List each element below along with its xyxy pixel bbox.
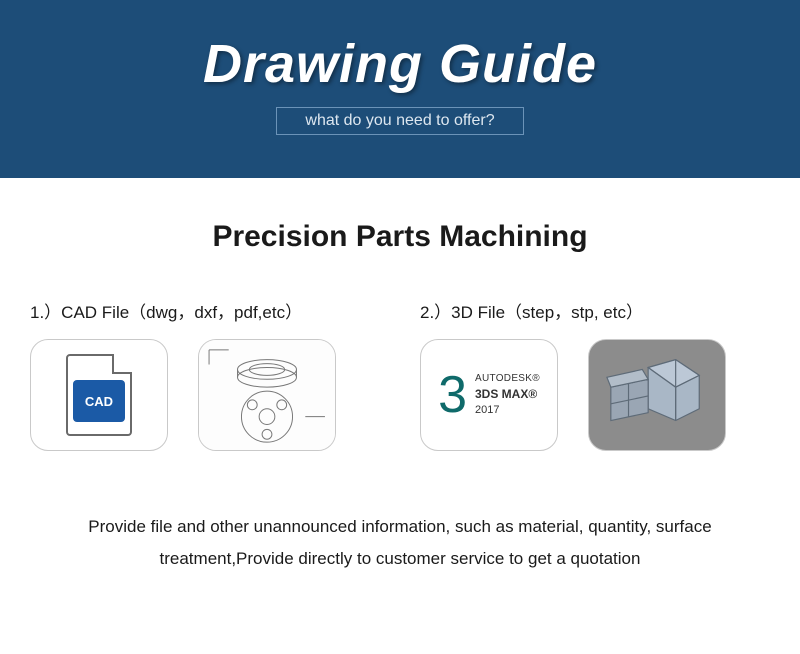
col-cad: 1.）CAD File（dwg，dxf，pdf,etc） CAD: [30, 298, 380, 451]
file-type-row: 1.）CAD File（dwg，dxf，pdf,etc） CAD: [0, 298, 800, 451]
col-cad-label: 1.）CAD File（dwg，dxf，pdf,etc）: [30, 298, 380, 323]
wireframe-icon: [589, 340, 725, 450]
col-3d-label: 2.）3D File（step，stp, etc）: [420, 298, 770, 323]
col-3d-icons: 3 AUTODESK® 3DS MAX® 2017: [420, 339, 770, 451]
3dsmax-line2: 3DS MAX®: [475, 386, 540, 403]
banner-subtitle: what do you need to offer?: [305, 112, 494, 129]
wireframe-tile: [588, 339, 726, 451]
banner-subtitle-box: what do you need to offer?: [276, 107, 523, 135]
3dsmax-line3: 2017: [475, 403, 540, 418]
3dsmax-icon: 3 AUTODESK® 3DS MAX® 2017: [428, 369, 550, 421]
col-cad-icons: CAD: [30, 339, 380, 451]
banner-title: Drawing Guide: [203, 33, 597, 95]
3dsmax-text: AUTODESK® 3DS MAX® 2017: [475, 372, 540, 418]
blueprint-icon: [199, 340, 335, 450]
3dsmax-tile: 3 AUTODESK® 3DS MAX® 2017: [420, 339, 558, 451]
3dsmax-three: 3: [438, 369, 467, 421]
cad-file-icon: CAD: [66, 354, 132, 436]
blueprint-tile: [198, 339, 336, 451]
col-3d: 2.）3D File（step，stp, etc） 3 AUTODESK® 3D…: [420, 298, 770, 451]
section-title: Precision Parts Machining: [0, 220, 800, 254]
banner: Drawing Guide what do you need to offer?: [0, 0, 800, 178]
cad-file-tile: CAD: [30, 339, 168, 451]
footnote: Provide file and other unannounced infor…: [0, 511, 800, 576]
3dsmax-line1: AUTODESK®: [475, 372, 540, 386]
cad-badge: CAD: [73, 380, 125, 422]
